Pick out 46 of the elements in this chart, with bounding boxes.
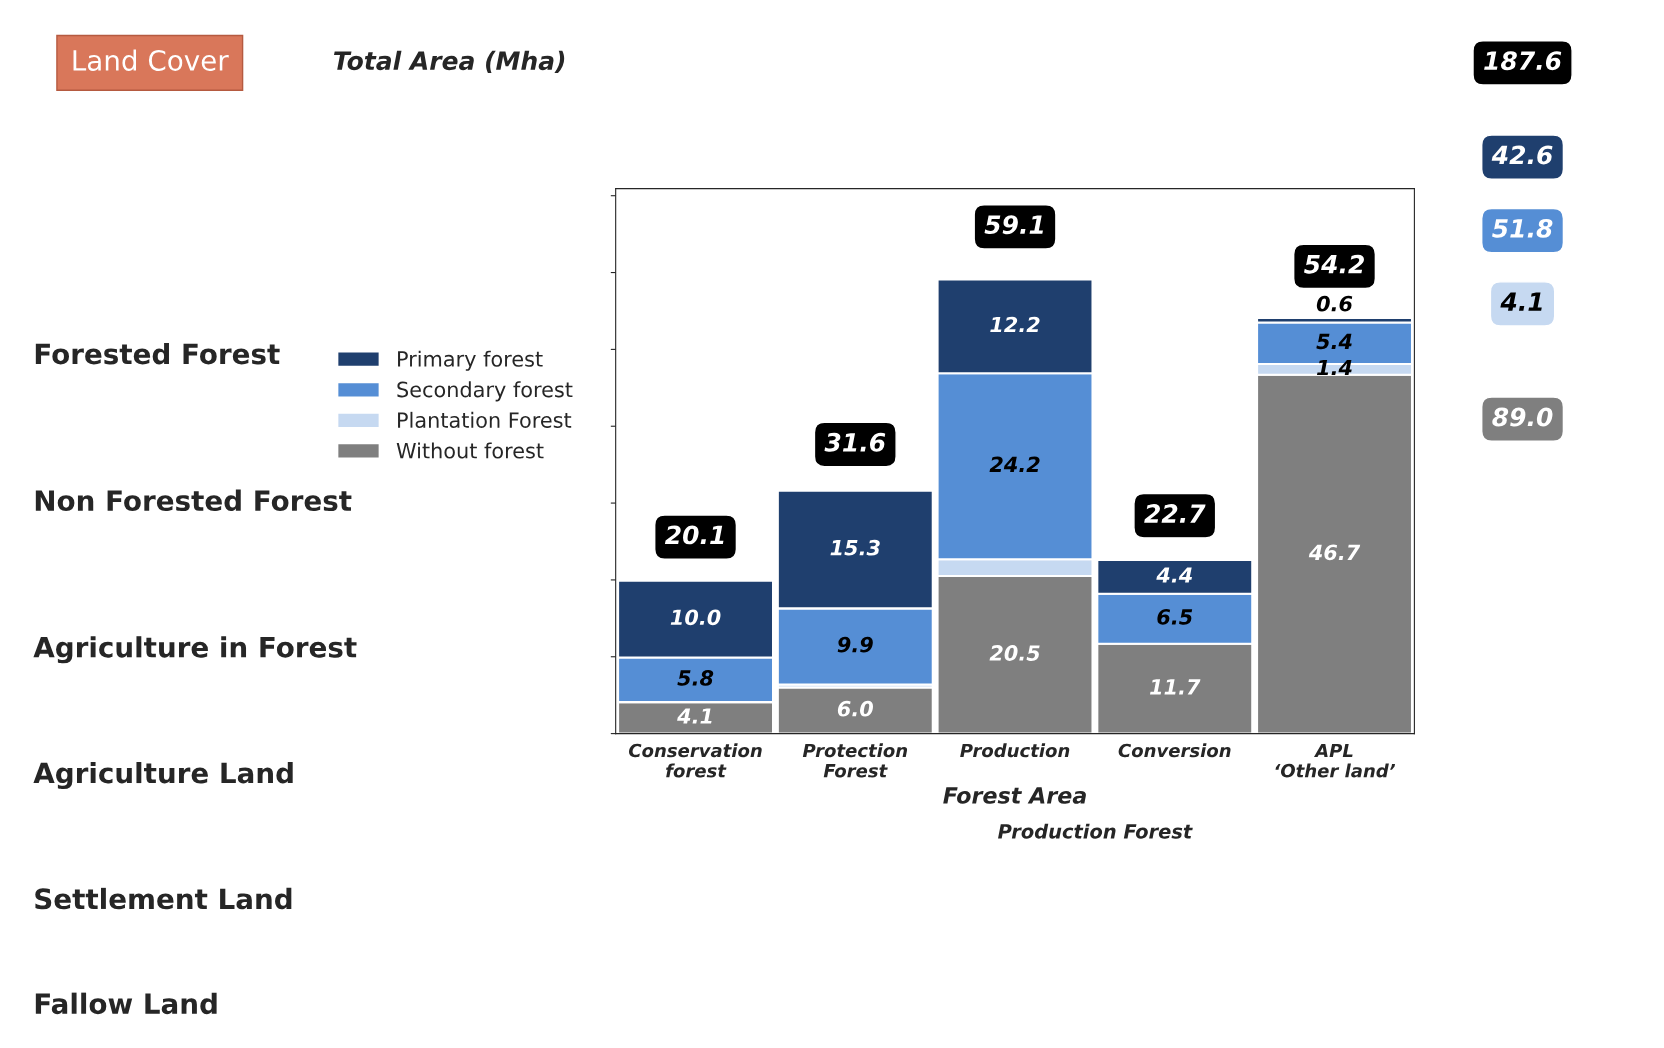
data-label: 6.5 (1157, 609, 1193, 625)
data-label: 11.7 (1149, 679, 1201, 695)
data-label: 10.0 (670, 609, 721, 626)
text: Agriculture in Forest (33, 636, 357, 664)
data-label: 0.6 (1316, 295, 1353, 312)
data-label: 9.9 (837, 636, 873, 653)
total-label: 54.2 (1304, 254, 1364, 274)
data-label: 5.8 (677, 670, 714, 686)
text: Land Cover (73, 49, 229, 71)
data-label: 24.2 (989, 456, 1040, 472)
data-label: 4.1 (677, 708, 712, 724)
text: 51.8 (1492, 218, 1553, 238)
x-tick-label: Production (960, 743, 1070, 758)
total-label: 22.7 (1144, 504, 1206, 523)
x-tick-label: APL ‘Other land’ (1275, 743, 1396, 778)
text: 42.6 (1491, 145, 1553, 165)
legend-label: Plantation Forest (398, 411, 572, 428)
text: Settlement Land (35, 887, 292, 910)
text: 187.6 (1484, 51, 1562, 71)
x-axis-title: Forest Area (943, 787, 1086, 804)
chart-subtitle: Total Area (Mha) (334, 50, 565, 74)
total-label: 59.1 (984, 215, 1043, 235)
text: Forested Forest (35, 342, 280, 365)
data-label: 46.7 (1308, 544, 1361, 561)
total-label: 20.1 (664, 525, 724, 545)
data-label: 15.3 (830, 539, 880, 556)
data-label: 4.4 (1156, 567, 1192, 583)
legend-label: Primary forest (398, 350, 543, 371)
data-label: 5.4 (1316, 333, 1352, 350)
text: Production Forest (998, 823, 1193, 839)
x-tick-label: Protection Forest (802, 743, 908, 778)
data-label: 6.0 (837, 700, 874, 717)
legend-label: Secondary forest (397, 381, 573, 402)
x-tick-label: Conservation forest (628, 743, 762, 778)
text: Non Forested Forest (35, 489, 352, 512)
total-label: 31.6 (824, 432, 886, 452)
data-label: 12.2 (990, 316, 1040, 333)
data-label: 20.5 (989, 645, 1040, 661)
x-tick-label: Conversion (1118, 743, 1231, 758)
legend-label: Without forest (396, 442, 544, 459)
text: Agriculture Land (33, 761, 293, 790)
text: Fallow Land (35, 992, 217, 1015)
data-label: 1.4 (1316, 359, 1352, 376)
text: 89.0 (1492, 407, 1553, 427)
bar (776, 686, 934, 734)
text: 4.1 (1500, 292, 1542, 311)
